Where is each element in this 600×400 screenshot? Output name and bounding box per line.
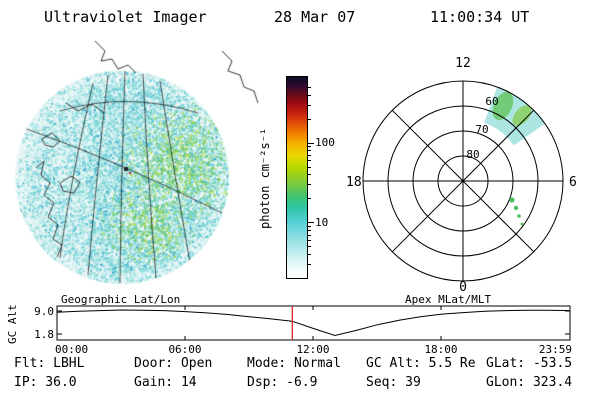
- colorbar-tick-10: 10: [315, 216, 329, 229]
- status-mode: Mode: Normal: [247, 356, 341, 371]
- colorbar-tickmark: [308, 94, 311, 96]
- status-gain: Gain: 14: [134, 375, 197, 390]
- colorbar-tickmark: [308, 104, 311, 106]
- colorbar-axis-label: photon cm⁻²s⁻¹: [258, 127, 272, 229]
- status-glon: GLon: 323.4: [486, 375, 573, 390]
- colorbar-tickmark: [308, 142, 314, 144]
- status-row-2: IP: 36.0 Gain: 14 Dsp: -6.9 Seq: 39 GLon…: [0, 375, 600, 390]
- ytick-bottom: 1.8: [34, 328, 54, 341]
- colorbar-tickmark: [308, 150, 311, 152]
- colorbar-tickmark: [308, 225, 311, 227]
- colorbar-tickmark: [308, 166, 311, 168]
- ytick-top: 9.0: [34, 305, 54, 318]
- status-gc-alt: GC Alt: 5.5 Re: [366, 356, 476, 371]
- mlt-label-12: 12: [455, 56, 471, 71]
- mlt-label-0: 0: [459, 280, 467, 295]
- colorbar-tickmark: [308, 87, 311, 89]
- gc-alt-axis-label: GC Alt: [6, 304, 19, 344]
- gc-alt-curve: [56, 309, 571, 337]
- gc-alt-timeline: Geographic Lat/Lon Apex MLat/MLT 9.0 1.8…: [34, 295, 572, 356]
- status-row-1: Flt: LBHL Door: Open Mode: Normal GC Alt…: [0, 356, 600, 371]
- colorbar-tickmark: [308, 234, 311, 236]
- status-glat: GLat: -53.5: [486, 356, 573, 371]
- colorbar-tickmark: [308, 263, 311, 265]
- colorbar-tickmark: [308, 239, 311, 241]
- mlt-label-18: 18: [346, 175, 362, 190]
- colorbar-tickmark: [308, 198, 311, 200]
- xtick-0000: 00:00: [55, 343, 88, 356]
- colorbar-tickmark: [308, 155, 311, 157]
- app-title: Ultraviolet Imager: [44, 8, 207, 26]
- colorbar: [286, 76, 308, 279]
- colorbar-tickmark: [308, 146, 311, 148]
- status-seq: Seq: 39: [366, 375, 421, 390]
- colorbar-tickmark: [308, 174, 311, 176]
- mlat-label-60: 60: [485, 95, 498, 108]
- geo-panel-title: Geographic Lat/Lon: [61, 295, 180, 306]
- timeline-ticks: [56, 306, 571, 340]
- colorbar-tick-100: 100: [315, 136, 335, 149]
- colorbar-tickmark: [308, 222, 314, 224]
- mlat-label-80: 80: [466, 148, 479, 161]
- emission-dot-trail: [509, 197, 524, 226]
- apex-dial-plot: 12 18 6 0 60 70 80: [346, 56, 577, 295]
- xtick-1800: 18:00: [424, 343, 457, 356]
- emission-green-blob-2: [512, 105, 532, 126]
- xtick-2359: 23:59: [539, 343, 572, 356]
- colorbar-tickmark: [308, 118, 311, 120]
- colorbar-tickmark: [308, 246, 311, 248]
- xtick-1200: 12:00: [296, 343, 329, 356]
- status-door: Door: Open: [134, 356, 213, 371]
- mlat-label-70: 70: [475, 123, 488, 136]
- earth-disk-image: [8, 33, 260, 291]
- colorbar-tickmark: [308, 160, 311, 162]
- mlt-label-6: 6: [569, 175, 577, 190]
- xtick-0600: 06:00: [168, 343, 201, 356]
- emission-green-blob: [492, 91, 514, 121]
- colorbar-tickmark: [308, 184, 311, 186]
- apex-panel-title: Apex MLat/MLT: [405, 295, 491, 306]
- polar-grid: [362, 80, 564, 282]
- status-dsp: Dsp: -6.9: [247, 375, 318, 390]
- colorbar-tickmark: [308, 254, 311, 255]
- header-date: 28 Mar 07: [274, 8, 356, 26]
- status-ip: IP: 36.0: [14, 375, 77, 390]
- colorbar-tickmark: [308, 230, 311, 232]
- status-flt: Flt: LBHL: [14, 356, 85, 371]
- header-time: 11:00:34 UT: [430, 8, 530, 26]
